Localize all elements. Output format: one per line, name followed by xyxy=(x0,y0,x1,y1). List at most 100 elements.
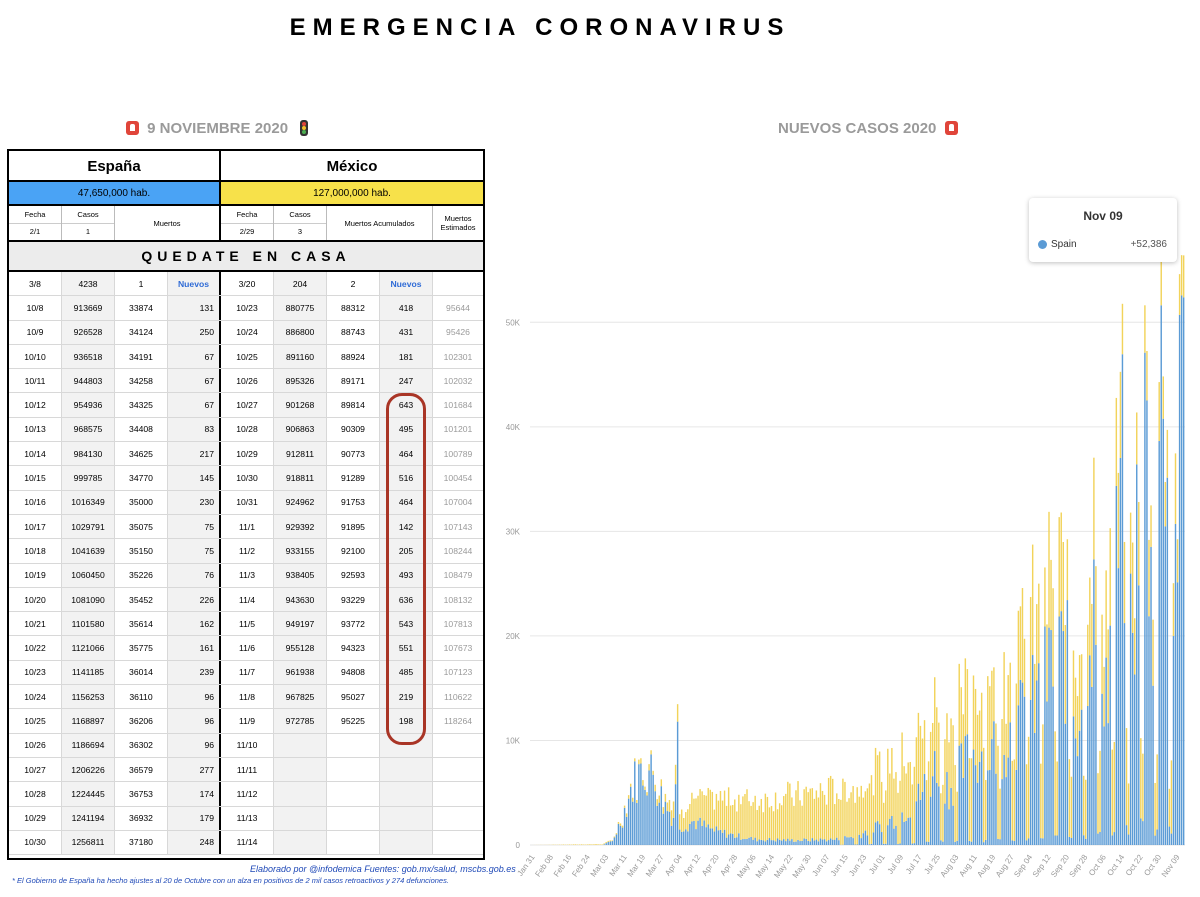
table-cell: 88312 xyxy=(327,296,380,320)
bar-stacked xyxy=(1146,350,1148,401)
bar-spain xyxy=(632,801,634,845)
bar-stacked xyxy=(852,786,854,839)
bar-stacked xyxy=(954,765,956,842)
bar-spain xyxy=(803,838,805,845)
bar-stacked xyxy=(689,803,691,824)
bar-stacked xyxy=(1005,723,1007,778)
table-cell: 108132 xyxy=(443,594,473,605)
bar-stacked xyxy=(797,781,799,840)
bar-stacked xyxy=(1054,731,1056,836)
bar-stacked xyxy=(1113,741,1116,833)
table-cell: 248 xyxy=(168,830,221,855)
table-cell: 10/24 xyxy=(9,685,62,709)
spain-first-date: 2/1 xyxy=(29,227,41,237)
bar-spain xyxy=(1119,457,1122,845)
bar-spain xyxy=(707,824,709,845)
table-cell: 10/16 xyxy=(9,490,62,514)
bar-spain xyxy=(666,811,669,845)
bar-stacked xyxy=(1089,577,1091,656)
bar-stacked xyxy=(691,792,693,822)
bar-stacked xyxy=(1021,588,1024,683)
bar-stacked xyxy=(966,669,969,735)
bar-stacked xyxy=(619,823,622,826)
mexico-first-date: 2/29 xyxy=(239,227,255,237)
bar-stacked xyxy=(919,725,922,800)
table-cell: 10/18 xyxy=(9,539,62,563)
table-date-label: 9 NOVIEMBRE 2020 xyxy=(147,120,289,137)
bar-stacked xyxy=(905,773,907,821)
bar-spain xyxy=(1123,623,1126,845)
bar-spain xyxy=(1156,829,1158,845)
x-tick-label: Sep 28 xyxy=(1068,853,1090,879)
bar-spain xyxy=(785,841,787,845)
table-cell: Nuevos xyxy=(168,272,221,296)
table-cell: 10/13 xyxy=(9,417,62,442)
table-cell: 936518 xyxy=(62,344,115,369)
bar-stacked xyxy=(713,809,716,832)
bar-spain xyxy=(901,812,903,845)
bar-spain xyxy=(807,840,809,845)
table-cell: 895326 xyxy=(274,369,327,393)
bar-stacked xyxy=(1176,539,1179,583)
table-cell: 91895 xyxy=(327,514,380,539)
bar-spain xyxy=(1087,706,1089,845)
credit-line: Elaborado por @infodemica Fuentes: gob.m… xyxy=(250,864,516,874)
x-tick-label: Jun 15 xyxy=(829,853,850,878)
table-cell: 543 xyxy=(380,612,433,636)
bar-stacked xyxy=(929,731,932,797)
bar-stacked xyxy=(1121,303,1124,355)
table-cell: 118264 xyxy=(443,715,473,726)
table-cell: 94808 xyxy=(327,660,380,685)
bar-spain xyxy=(1138,585,1140,845)
x-tick-label: May 30 xyxy=(791,853,814,880)
bar-spain xyxy=(723,829,726,845)
table-cell: 2 xyxy=(327,272,380,296)
bar-stacked xyxy=(1025,764,1028,841)
x-tick-label: Oct 22 xyxy=(1124,853,1145,878)
bar-stacked xyxy=(695,798,697,830)
bar-spain xyxy=(856,844,858,845)
x-tick-label: Apr 20 xyxy=(700,853,721,878)
bar-stacked xyxy=(732,804,734,834)
bar-spain xyxy=(691,821,693,845)
bar-spain xyxy=(944,803,946,845)
bar-stacked xyxy=(1011,760,1013,841)
table-cell: 10/19 xyxy=(9,563,62,587)
bar-stacked xyxy=(599,844,601,845)
bar-spain xyxy=(909,817,911,845)
bar-stacked xyxy=(597,844,599,845)
table-cell: 101684 xyxy=(443,400,473,411)
table-cell: 516 xyxy=(380,466,433,490)
bar-stacked xyxy=(803,789,805,839)
bar-stacked xyxy=(734,799,736,838)
bar-stacked xyxy=(1142,753,1144,822)
bar-spain xyxy=(642,785,644,845)
bar-spain xyxy=(1097,833,1099,845)
bar-spain xyxy=(1031,655,1034,845)
bar-stacked xyxy=(799,800,801,842)
bar-stacked xyxy=(666,802,669,812)
bar-stacked xyxy=(958,663,960,746)
bar-stacked xyxy=(964,658,967,737)
bar-stacked xyxy=(774,792,777,842)
bar-stacked xyxy=(1070,776,1073,838)
bar-stacked xyxy=(856,787,858,845)
y-tick-label: 50K xyxy=(506,318,521,327)
bar-stacked xyxy=(1029,597,1032,700)
table-cell: 418 xyxy=(380,296,433,320)
table-cell: 485 xyxy=(380,660,433,685)
bar-spain xyxy=(1099,831,1101,845)
bar-stacked xyxy=(613,836,616,838)
bar-spain xyxy=(787,838,789,845)
table-cell: 89814 xyxy=(327,393,380,417)
bar-stacked xyxy=(891,748,893,817)
y-tick-label: 0 xyxy=(516,841,521,850)
marker-row: 3/8 4238 1 Nuevos 3/20 204 2 Nuevos xyxy=(9,272,483,297)
bar-spain xyxy=(701,825,703,845)
bar-spain xyxy=(929,796,932,845)
table-cell: 10/31 xyxy=(221,490,274,514)
bar-stacked xyxy=(836,793,838,838)
y-tick-label: 30K xyxy=(506,527,521,536)
bar-stacked xyxy=(993,667,995,722)
bar-stacked xyxy=(1160,253,1162,306)
